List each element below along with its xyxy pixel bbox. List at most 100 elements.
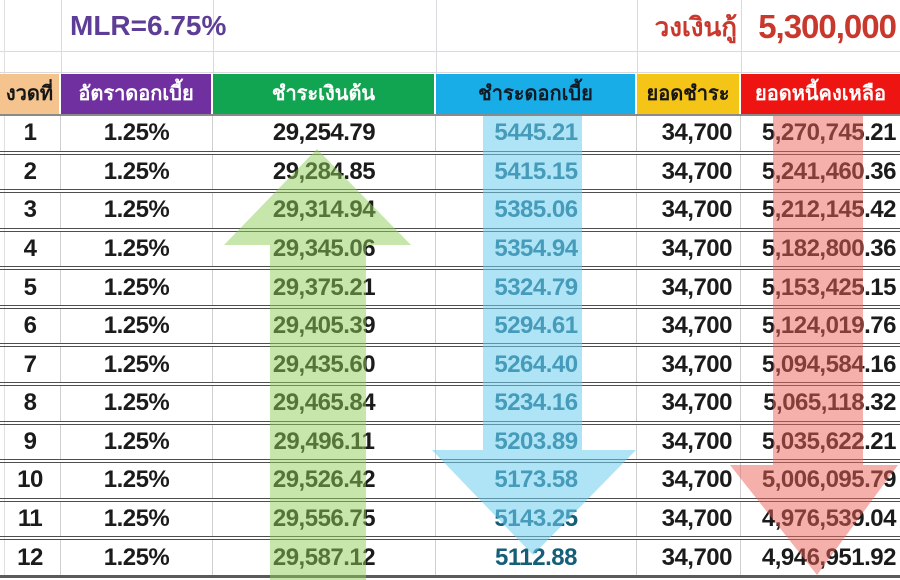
- table-row: 1 1.25% 29,254.79 5445.21 34,700 5,270,7…: [0, 116, 900, 155]
- table-header-row: งวดที่ อัตราดอกเบี้ย ชำระเงินต้น ชำระดอก…: [0, 74, 900, 114]
- header-interest-rate[interactable]: อัตราดอกเบี้ย: [61, 74, 213, 114]
- table-row: 11 1.25% 29,556.75 5143.25 34,700 4,976,…: [0, 501, 900, 541]
- cell-interest-payment[interactable]: 5294.61: [436, 308, 637, 344]
- loan-amount-value-cell[interactable]: 5,300,000: [758, 8, 897, 45]
- cell-total-payment[interactable]: 34,700: [637, 424, 741, 460]
- table-row: 10 1.25% 29,526.42 5173.58 34,700 5,006,…: [0, 463, 900, 502]
- table-row: 4 1.25% 29,345.06 5354.94 34,700 5,182,8…: [0, 231, 900, 271]
- cell-principal-payment[interactable]: 29,465.84: [213, 386, 436, 421]
- cell-remaining-balance[interactable]: 5,006,095.79: [761, 466, 897, 494]
- table-row: 2 1.25% 29,284.85 5415.15 34,700 5,241,4…: [0, 154, 900, 194]
- cell-remaining-balance[interactable]: 5,065,118.32: [763, 389, 896, 417]
- cell-principal-payment[interactable]: 29,587.12: [213, 540, 436, 575]
- cell-period[interactable]: 2: [0, 154, 61, 190]
- table-row: 12 1.25% 29,587.12 5112.88 34,700 4,946,…: [0, 540, 900, 578]
- cell-period[interactable]: 9: [0, 424, 61, 460]
- cell-period[interactable]: 4: [0, 231, 61, 267]
- cell-period[interactable]: 12: [0, 540, 61, 575]
- cell-total-payment[interactable]: 34,700: [637, 308, 741, 344]
- cell-total-payment[interactable]: 34,700: [637, 270, 741, 305]
- cell-interest-rate[interactable]: 1.25%: [61, 501, 213, 537]
- cell-principal-payment[interactable]: 29,526.42: [213, 463, 436, 498]
- cell-total-payment[interactable]: 34,700: [637, 463, 741, 498]
- cell-remaining-balance[interactable]: 5,182,800.36: [761, 235, 897, 263]
- cell-period[interactable]: 7: [0, 347, 61, 383]
- cell-principal-payment[interactable]: 29,496.11: [213, 424, 436, 460]
- cell-total-payment[interactable]: 34,700: [637, 193, 741, 228]
- mlr-rate-cell[interactable]: MLR=6.75%: [70, 10, 227, 41]
- cell-remaining-balance[interactable]: 5,153,425.15: [761, 273, 897, 301]
- cell-period[interactable]: 6: [0, 308, 61, 344]
- cell-interest-payment[interactable]: 5415.15: [436, 154, 637, 190]
- cell-interest-rate[interactable]: 1.25%: [61, 386, 213, 421]
- cell-period[interactable]: 5: [0, 270, 61, 305]
- table-row: 8 1.25% 29,465.84 5234.16 34,700 5,065,1…: [0, 386, 900, 425]
- table-row: 5 1.25% 29,375.21 5324.79 34,700 5,153,4…: [0, 270, 900, 309]
- cell-interest-rate[interactable]: 1.25%: [61, 308, 213, 344]
- cell-interest-payment[interactable]: 5445.21: [436, 116, 637, 151]
- header-remaining-balance[interactable]: ยอดหนี้คงเหลือ: [741, 74, 900, 114]
- cell-remaining-balance[interactable]: 5,241,460.36: [761, 157, 897, 185]
- cell-period[interactable]: 11: [0, 501, 61, 537]
- cell-interest-payment[interactable]: 5234.16: [436, 386, 637, 421]
- cell-total-payment[interactable]: 34,700: [637, 231, 741, 267]
- cell-remaining-balance[interactable]: 4,976,539.04: [761, 505, 897, 533]
- cell-interest-payment[interactable]: 5264.40: [436, 347, 637, 383]
- cell-remaining-balance[interactable]: 5,270,745.21: [761, 119, 897, 147]
- loan-amount-label-cell[interactable]: วงเงินกู้: [654, 12, 737, 42]
- cell-period[interactable]: 8: [0, 386, 61, 421]
- cell-remaining-balance[interactable]: 4,946,951.92: [761, 543, 897, 571]
- cell-interest-rate[interactable]: 1.25%: [61, 193, 213, 228]
- gridline-vertical: [741, 0, 742, 74]
- cell-principal-payment[interactable]: 29,435.60: [213, 347, 436, 383]
- cell-interest-payment[interactable]: 5112.88: [436, 540, 637, 575]
- cell-interest-rate[interactable]: 1.25%: [61, 270, 213, 305]
- cell-period[interactable]: 1: [0, 116, 61, 151]
- cell-period[interactable]: 3: [0, 193, 61, 228]
- cell-total-payment[interactable]: 34,700: [637, 540, 741, 575]
- cell-interest-rate[interactable]: 1.25%: [61, 116, 213, 151]
- cell-remaining-balance[interactable]: 5,094,584.16: [761, 350, 897, 378]
- cell-total-payment[interactable]: 34,700: [637, 501, 741, 537]
- cell-interest-rate[interactable]: 1.25%: [61, 231, 213, 267]
- cell-interest-rate[interactable]: 1.25%: [61, 424, 213, 460]
- table-body: 1 1.25% 29,254.79 5445.21 34,700 5,270,7…: [0, 114, 900, 578]
- cell-principal-payment[interactable]: 29,345.06: [213, 231, 436, 267]
- cell-total-payment[interactable]: 34,700: [637, 116, 741, 151]
- cell-principal-payment[interactable]: 29,556.75: [213, 501, 436, 537]
- header-interest-payment[interactable]: ชำระดอกเบี้ย: [436, 74, 637, 114]
- cell-principal-payment[interactable]: 29,284.85: [213, 154, 436, 190]
- cell-interest-rate[interactable]: 1.25%: [61, 540, 213, 575]
- gridline-vertical: [637, 0, 638, 74]
- cell-interest-rate[interactable]: 1.25%: [61, 463, 213, 498]
- cell-remaining-balance[interactable]: 5,035,622.21: [761, 427, 897, 455]
- cell-principal-payment[interactable]: 29,375.21: [213, 270, 436, 305]
- cell-interest-payment[interactable]: 5354.94: [436, 231, 637, 267]
- cell-interest-payment[interactable]: 5324.79: [436, 270, 637, 305]
- header-period[interactable]: งวดที่: [0, 74, 61, 114]
- cell-principal-payment[interactable]: 29,405.39: [213, 308, 436, 344]
- table-row: 6 1.25% 29,405.39 5294.61 34,700 5,124,0…: [0, 308, 900, 348]
- cell-interest-payment[interactable]: 5143.25: [436, 501, 637, 537]
- cell-principal-payment[interactable]: 29,314.94: [213, 193, 436, 228]
- cell-interest-payment[interactable]: 5203.89: [436, 424, 637, 460]
- cell-total-payment[interactable]: 34,700: [637, 154, 741, 190]
- gridline-horizontal: [0, 72, 900, 73]
- cell-total-payment[interactable]: 34,700: [637, 347, 741, 383]
- gridline-horizontal: [0, 51, 900, 52]
- cell-period[interactable]: 10: [0, 463, 61, 498]
- cell-interest-payment[interactable]: 5385.06: [436, 193, 637, 228]
- cell-total-payment[interactable]: 34,700: [637, 386, 741, 421]
- header-total-payment[interactable]: ยอดชำระ: [637, 74, 741, 114]
- table-row: 7 1.25% 29,435.60 5264.40 34,700 5,094,5…: [0, 347, 900, 387]
- cell-principal-payment[interactable]: 29,254.79: [213, 116, 436, 151]
- cell-interest-rate[interactable]: 1.25%: [61, 347, 213, 383]
- cell-interest-rate[interactable]: 1.25%: [61, 154, 213, 190]
- gridline-vertical: [61, 0, 62, 74]
- cell-remaining-balance[interactable]: 5,212,145.42: [761, 196, 897, 224]
- cell-interest-payment[interactable]: 5173.58: [436, 463, 637, 498]
- header-principal-payment[interactable]: ชำระเงินต้น: [213, 74, 436, 114]
- cell-remaining-balance[interactable]: 5,124,019.76: [761, 312, 897, 340]
- table-row: 9 1.25% 29,496.11 5203.89 34,700 5,035,6…: [0, 424, 900, 464]
